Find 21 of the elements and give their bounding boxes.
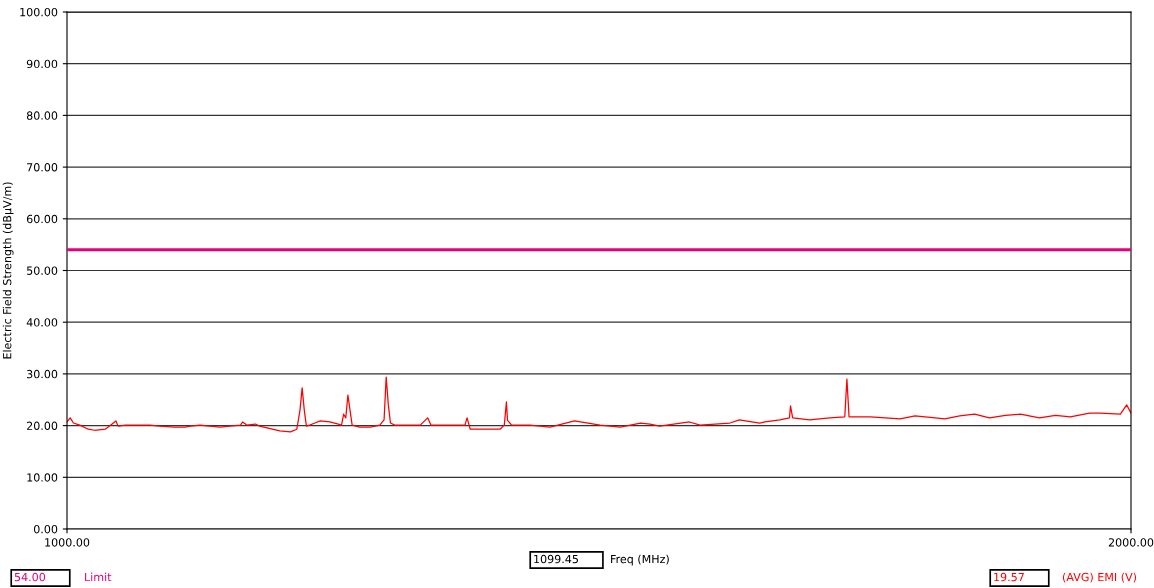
x-tick-label: 2000.00 (1108, 538, 1154, 547)
y-tick-label: 90.00 (26, 59, 58, 69)
y-tick-label: 40.00 (26, 318, 58, 327)
y-tick-label: 0.00 (33, 524, 58, 534)
x-tick-label: 1000.00 (45, 538, 90, 547)
line-series (67, 376, 1131, 433)
text: 19.57 (994, 572, 1024, 582)
y-tick-label: 70.00 (27, 163, 58, 172)
y-tick-label: 20.00 (26, 421, 58, 430)
x-axis-title: Freq (MHz) (611, 554, 669, 566)
y-tick-label: 80.00 (26, 111, 58, 120)
text: (AVG) EMI (V) (1062, 572, 1137, 583)
ref-line-label: Limit (85, 572, 112, 582)
y-axis-title: Electric Field Strength (dBμV/m) (2, 182, 14, 359)
text: 1099.45 (534, 554, 578, 564)
y-tick-label: 10.00 (27, 473, 58, 482)
text: 54.00 (14, 572, 46, 582)
y-tick-label: 60.00 (26, 214, 58, 224)
y-tick-label: 50.00 (27, 266, 58, 275)
y-tick-label: 30.00 (27, 369, 58, 379)
y-tick-label: 100.00 (20, 7, 58, 17)
